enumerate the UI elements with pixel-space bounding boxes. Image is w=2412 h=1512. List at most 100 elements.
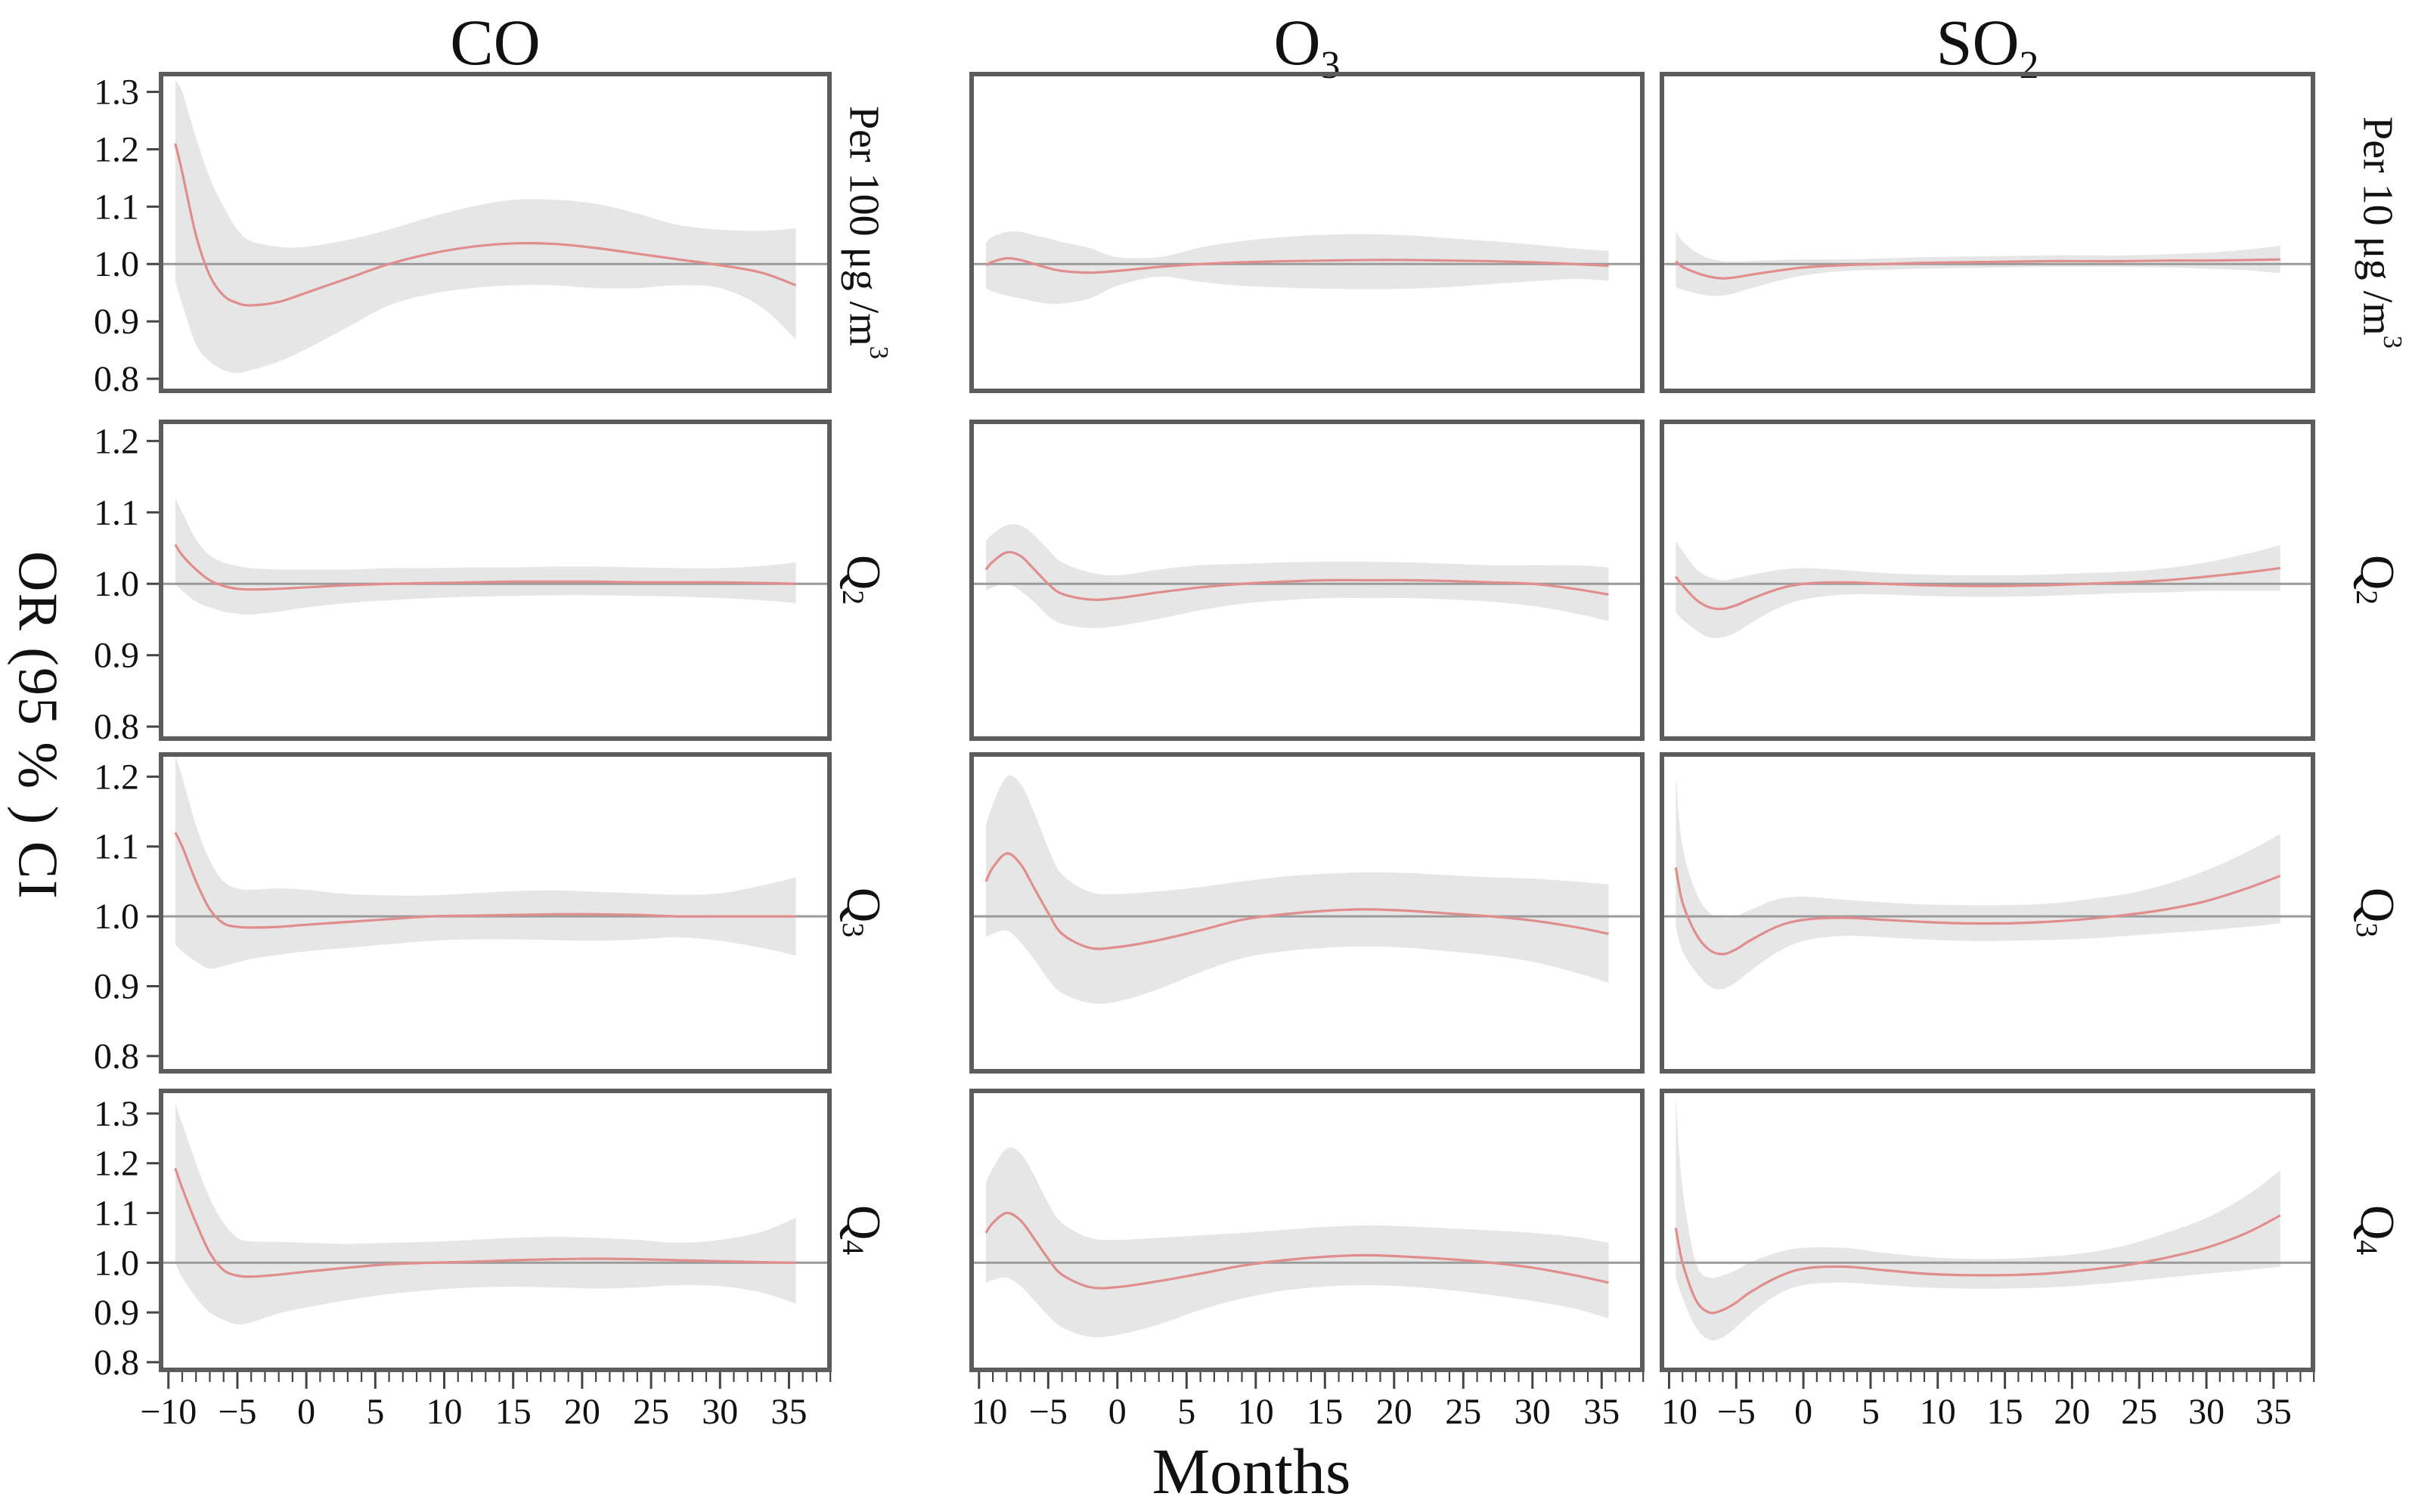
panel-O3-Q4: −10 −5 0 5 10 15 20 25 30 35 xyxy=(969,1089,1645,1432)
ci-band xyxy=(1676,776,2280,990)
or-curve xyxy=(1675,258,2280,280)
y-axis-label: OR (95 % ) CI xyxy=(6,551,69,900)
x-axis-label: Months xyxy=(1152,1435,1351,1507)
or-curve xyxy=(174,832,796,929)
row-label-right-q4: Q4 xyxy=(2350,1205,2404,1256)
panel-SO2-Q2 xyxy=(1660,420,2315,741)
x-tick-label: 5 xyxy=(1177,1392,1195,1432)
y-tick-label: 0.8 xyxy=(94,1343,139,1383)
or-curve xyxy=(174,143,797,307)
row-label-left-per-unit: Per 100 μg /m3 xyxy=(840,105,894,360)
x-tick-label: −10 xyxy=(969,1392,1007,1432)
x-tick-label: 10 xyxy=(426,1392,463,1432)
y-tick-label: 0.9 xyxy=(94,302,139,342)
row-label-left-q2: Q2 xyxy=(836,555,891,606)
y-tick-label: 0.8 xyxy=(94,707,139,741)
column-title-co: CO xyxy=(450,6,541,79)
ci-band xyxy=(175,1103,796,1325)
ci-band xyxy=(985,775,1609,1004)
panel-frame xyxy=(159,752,832,1074)
y-tick-label: 1.2 xyxy=(94,129,139,169)
ci-band xyxy=(985,231,1609,305)
or-curve xyxy=(984,550,1609,601)
y-tick-label: 1.0 xyxy=(94,1243,139,1283)
y-tick-label: 0.9 xyxy=(94,1293,139,1333)
row-label-right-q3: Q3 xyxy=(2350,888,2404,938)
x-tick-label: 0 xyxy=(1108,1392,1127,1432)
x-tick-label: −5 xyxy=(1717,1392,1756,1432)
panel-frame xyxy=(159,1089,832,1372)
or-curve xyxy=(1674,1214,2281,1315)
panel-O3-Q3 xyxy=(969,752,1645,1074)
ci-band xyxy=(175,80,796,373)
x-tick-label: 20 xyxy=(2054,1392,2090,1432)
or-curve xyxy=(174,544,796,591)
x-tick-label: 25 xyxy=(2121,1392,2157,1432)
or-curve xyxy=(984,1211,1609,1290)
panel-SO2-Q3 xyxy=(1660,752,2315,1074)
ci-band xyxy=(985,1147,1609,1337)
or-curve xyxy=(1675,566,2281,611)
x-tick-label: 30 xyxy=(2188,1392,2224,1432)
panel-frame xyxy=(969,1089,1645,1372)
ci-band xyxy=(175,755,796,969)
panel-CO-Q2: 1.2 1.1 1.0 0.9 0.8 xyxy=(94,420,832,741)
x-tick-label: 35 xyxy=(770,1392,807,1432)
y-tick-label: 0.9 xyxy=(94,967,139,1007)
x-tick-label: 25 xyxy=(633,1392,669,1432)
y-tick-label: 1.0 xyxy=(94,897,139,937)
panel-SO2-Q4: −10 −5 0 5 10 15 20 25 30 35 xyxy=(1660,1089,2315,1432)
x-tick-label: 25 xyxy=(1445,1392,1481,1432)
y-tick-label: 1.1 xyxy=(94,1193,139,1233)
x-tick-label: 35 xyxy=(1583,1392,1620,1432)
or-curve xyxy=(985,256,1609,274)
row-label-right-per-unit: Per 10 μg /m3 xyxy=(2354,116,2407,349)
x-tick-label: 10 xyxy=(1238,1392,1274,1432)
y-tick-label: 1.2 xyxy=(94,1144,139,1184)
x-tick-label: 5 xyxy=(366,1392,384,1432)
panel-CO-per-unit: 1.3 1.2 1.1 1.0 0.9 0.8 xyxy=(94,72,832,393)
y-tick-label: 1.2 xyxy=(94,421,139,461)
panel-CO-Q3: 1.2 1.1 1.0 0.9 0.8 xyxy=(94,752,832,1074)
x-tick-label: −10 xyxy=(1660,1392,1697,1432)
column-title-so2: SO2 xyxy=(1936,6,2039,88)
ci-band xyxy=(1676,1098,2280,1341)
y-tick-label: 1.1 xyxy=(94,187,139,227)
y-tick-label: 1.1 xyxy=(94,827,139,867)
y-tick-label: 1.0 xyxy=(94,244,139,284)
panel-frame xyxy=(1660,1089,2315,1372)
x-tick-label: 0 xyxy=(1794,1392,1812,1432)
ci-band xyxy=(175,497,796,615)
x-tick-label: 5 xyxy=(1862,1392,1880,1432)
panel-frame xyxy=(1660,752,2315,1074)
x-tick-label: 0 xyxy=(297,1392,315,1432)
y-tick-label: 0.8 xyxy=(94,359,139,393)
x-tick-label: 15 xyxy=(1307,1392,1343,1432)
panel-frame xyxy=(969,72,1645,393)
panel-SO2-per-unit xyxy=(1660,72,2315,393)
x-tick-label: 30 xyxy=(702,1392,738,1432)
ci-band xyxy=(1676,541,2280,639)
or-curve xyxy=(174,1167,796,1278)
x-tick-label: 35 xyxy=(2255,1392,2292,1432)
panel-O3-per-unit xyxy=(969,72,1645,393)
row-label-left-q4: Q4 xyxy=(836,1205,891,1256)
row-label-left-q3: Q3 xyxy=(836,888,891,938)
x-tick-label: 15 xyxy=(495,1392,532,1432)
column-title-o3: O3 xyxy=(1273,6,1341,88)
panel-frame xyxy=(159,420,832,741)
x-tick-label: 30 xyxy=(1514,1392,1551,1432)
y-tick-label: 1.2 xyxy=(94,757,139,797)
y-tick-label: 1.0 xyxy=(94,564,139,604)
y-tick-label: 1.3 xyxy=(94,1094,139,1134)
ci-band xyxy=(985,524,1609,628)
panel-frame xyxy=(969,752,1645,1074)
panel-O3-Q2 xyxy=(969,420,1645,741)
x-tick-label: −5 xyxy=(218,1392,256,1432)
y-tick-label: 0.8 xyxy=(94,1036,139,1074)
y-tick-label: 1.3 xyxy=(94,73,139,113)
x-tick-label: 10 xyxy=(1920,1392,1956,1432)
panel-frame xyxy=(159,72,832,393)
x-tick-label: −5 xyxy=(1029,1392,1068,1432)
